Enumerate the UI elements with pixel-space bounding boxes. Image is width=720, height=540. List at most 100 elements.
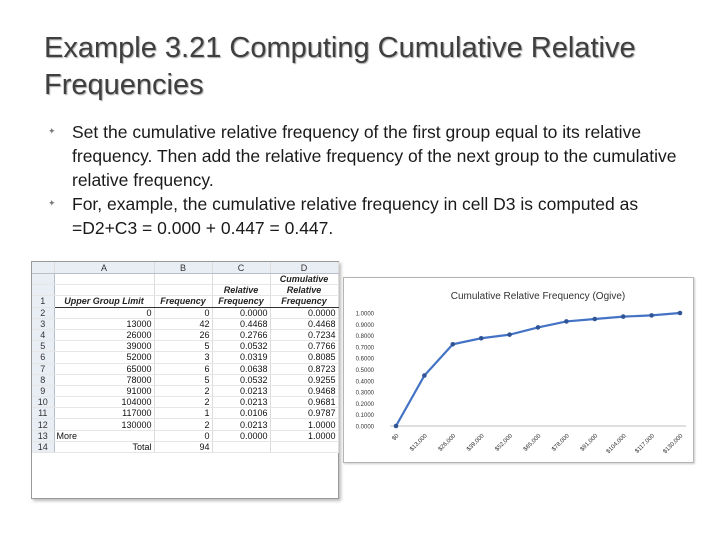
spreadsheet-table: A B C D Cumulative Relative Relative 1 Upper Gro… [32, 262, 339, 454]
cell-relative-frequency: 0.4468 [212, 318, 271, 330]
cell-cumulative-frequency: 0.4468 [270, 318, 339, 330]
cell-frequency: 94 [154, 440, 213, 454]
table-row: 5 39000 5 0.0532 0.7766 [32, 340, 339, 353]
bullet-item: ✦ Set the cumulative relative frequency … [48, 120, 698, 192]
cell-upper-limit: 65000 [54, 363, 155, 375]
cell-upper-limit: 104000 [54, 396, 155, 409]
x-tick-label: $39,000 [466, 433, 486, 453]
header-cell [212, 273, 271, 286]
spreadsheet-image: A B C D Cumulative Relative Relative 1 Upper Gro… [31, 261, 339, 499]
row-number: 13 [32, 430, 55, 442]
table-row: 4 26000 26 0.2766 0.7234 [32, 329, 339, 342]
cell-upper-limit: 91000 [54, 385, 155, 398]
header-cell [154, 284, 213, 297]
cell-relative-frequency: 0.0000 [212, 430, 271, 442]
y-tick-label: 1.0000 [356, 312, 375, 318]
header-cell: Frequency [212, 295, 271, 308]
row-number: 5 [32, 340, 55, 353]
cell-frequency: 0 [154, 430, 213, 442]
cell-upper-limit: Total [54, 440, 155, 454]
x-tick-label: $26,000 [438, 433, 458, 453]
cell-upper-limit: 130000 [54, 418, 155, 431]
table-row: 7 65000 6 0.0638 0.8723 [32, 363, 339, 375]
cell-relative-frequency: 0.0213 [212, 385, 271, 398]
y-tick-label: 0.7000 [356, 345, 375, 351]
x-tick-label: $13,000 [409, 433, 429, 453]
cell-cumulative-frequency: 0.8085 [270, 351, 339, 364]
header-cell: Upper Group Limit [54, 295, 155, 308]
row-number [32, 284, 55, 297]
cell-relative-frequency: 0.0213 [212, 396, 271, 409]
header-cell [54, 273, 155, 286]
x-tick-label: $130,000 [662, 433, 684, 455]
cell-cumulative-frequency [270, 440, 339, 454]
cell-cumulative-frequency: 0.8723 [270, 363, 339, 375]
row-number: 3 [32, 318, 55, 330]
y-tick-label: 0.3000 [356, 391, 375, 397]
square-bullet-icon: ✦ [48, 198, 56, 208]
cell-frequency: 2 [154, 418, 213, 431]
data-point [507, 332, 512, 337]
data-point [422, 373, 427, 378]
y-tick-label: 0.2000 [356, 402, 375, 408]
cell-cumulative-frequency: 0.7234 [270, 329, 339, 342]
row-number: 11 [32, 407, 55, 420]
cell-upper-limit: More [54, 430, 155, 442]
ogive-chart: Cumulative Relative Frequency (Ogive) 0.0… [343, 277, 694, 463]
y-tick-label: 0.4000 [356, 379, 375, 385]
cell-cumulative-frequency: 0.9681 [270, 396, 339, 409]
x-tick-label: $91,000 [580, 433, 600, 453]
cell-frequency: 5 [154, 374, 213, 386]
cell-relative-frequency [212, 440, 271, 454]
cell-relative-frequency: 0.0213 [212, 418, 271, 431]
table-row: 13 More 0 0.0000 1.0000 [32, 430, 339, 442]
ogive-line [395, 311, 681, 427]
row-number: 12 [32, 418, 55, 431]
header-cell [54, 284, 155, 297]
cell-frequency: 1 [154, 407, 213, 420]
cell-cumulative-frequency: 0.0000 [270, 307, 339, 319]
column-header: C [212, 262, 271, 274]
row-number: 10 [32, 396, 55, 409]
cell-relative-frequency: 0.0532 [212, 340, 271, 353]
cell-frequency: 42 [154, 318, 213, 330]
y-tick-label: 0.8000 [356, 334, 375, 340]
table-row: 2 0 0 0.0000 0.0000 [32, 307, 339, 319]
x-tick-label: $65,000 [523, 433, 543, 453]
header-row: Relative Relative [32, 284, 339, 297]
cell-upper-limit: 39000 [54, 340, 155, 353]
cell-frequency: 3 [154, 351, 213, 364]
header-cell: Relative [270, 284, 339, 297]
header-cell: Relative [212, 284, 271, 297]
bullet-item: ✦ For, example, the cumulative relative … [48, 192, 698, 240]
x-tick-label: $117,000 [634, 433, 656, 455]
slide-title: Example 3.21 Computing Cumulative Relati… [44, 32, 636, 101]
cell-frequency: 5 [154, 340, 213, 353]
ogive-svg: Cumulative Relative Frequency (Ogive) 0.0… [356, 291, 686, 455]
data-point [478, 335, 484, 341]
row-number: 9 [32, 385, 55, 398]
bullet-text: Set the cumulative relative frequency of… [72, 122, 677, 190]
cell-relative-frequency: 0.0000 [212, 307, 271, 319]
cell-relative-frequency: 0.0638 [212, 363, 271, 375]
cell-upper-limit: 78000 [54, 374, 155, 386]
data-point [450, 341, 456, 347]
x-tick-label: $104,000 [606, 433, 628, 455]
cell-cumulative-frequency: 0.9255 [270, 374, 339, 386]
row-number: 4 [32, 329, 55, 342]
table-row: 9 91000 2 0.0213 0.9468 [32, 385, 339, 398]
row-number [32, 273, 55, 286]
table-row: 6 52000 3 0.0319 0.8085 [32, 351, 339, 364]
y-tick-label: 0.9000 [356, 323, 375, 329]
square-bullet-icon: ✦ [48, 126, 56, 136]
header-row: 1 Upper Group Limit Frequency Frequency Freq… [32, 295, 339, 308]
cell-upper-limit: 117000 [54, 407, 155, 420]
row-number: 8 [32, 374, 55, 386]
cell-relative-frequency: 0.2766 [212, 329, 271, 342]
cell-cumulative-frequency: 0.7766 [270, 340, 339, 353]
header-row: Cumulative [32, 273, 339, 286]
table-row: 11 117000 1 0.0106 0.9787 [32, 407, 339, 420]
sheet-corner [32, 262, 55, 274]
row-number: 7 [32, 363, 55, 375]
